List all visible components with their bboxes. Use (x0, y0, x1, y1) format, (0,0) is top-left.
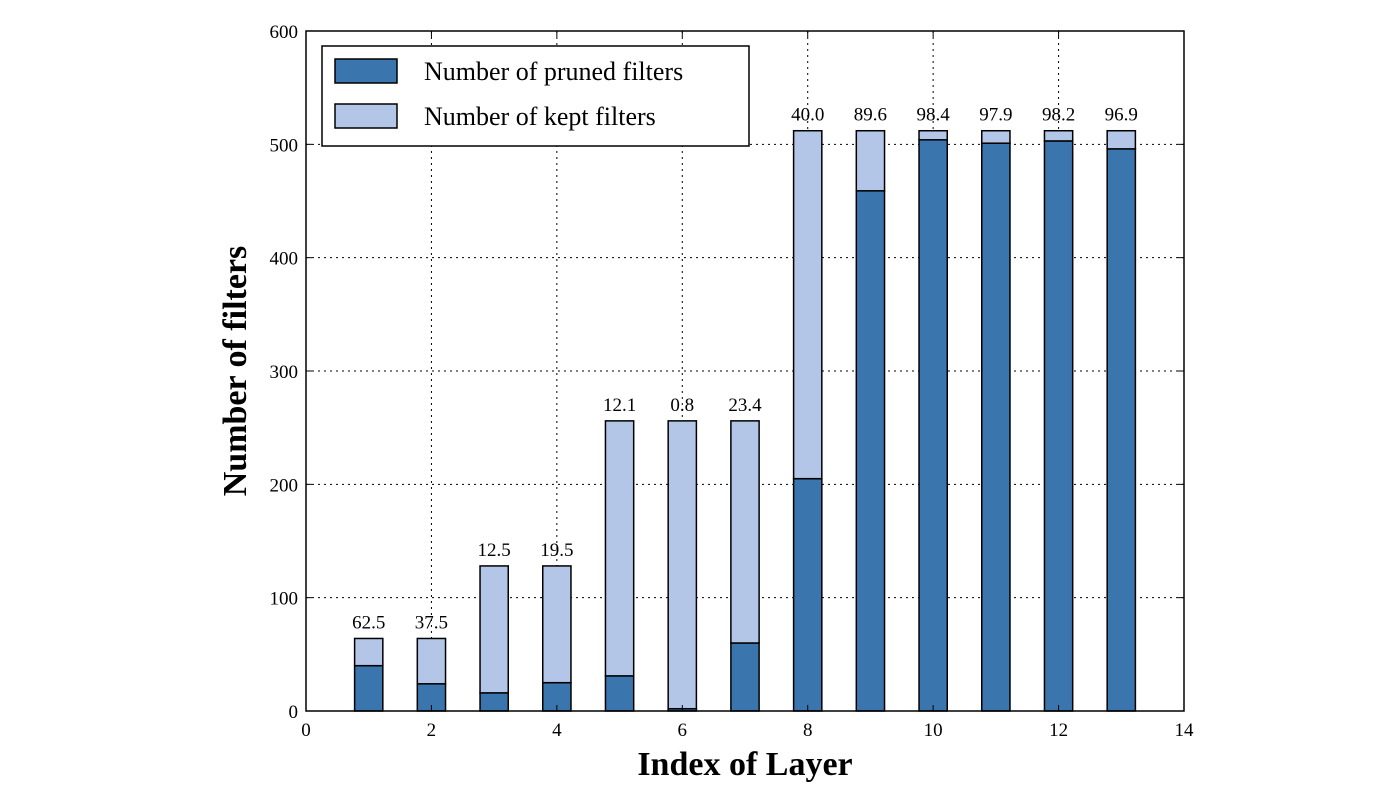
legend-swatch (334, 103, 398, 129)
bar-kept (855, 129, 886, 192)
y-tick-label: 0 (289, 702, 299, 723)
bar-data-label: 96.9 (1105, 105, 1138, 126)
bar-data-label: 40.0 (791, 105, 824, 126)
x-tick-label: 14 (1175, 720, 1195, 741)
legend: Number of pruned filters Number of kept f… (321, 45, 750, 147)
bar-kept (1106, 129, 1137, 150)
y-axis-title: Number of filters (217, 246, 254, 497)
legend-entry-label: Number of pruned filters (424, 57, 683, 86)
axis-ticks: 0 2 4 6 8 10 12 14 0 100 200 300 400 500 600 (270, 22, 1195, 741)
y-tick-label: 500 (270, 135, 299, 156)
y-tick-label: 100 (270, 589, 299, 610)
bar-data-label: 98.2 (1042, 105, 1075, 126)
bar-data-label: 19.5 (540, 540, 573, 561)
bar-data-label: 89.6 (854, 105, 887, 126)
bar-data-label: 12.1 (603, 395, 636, 416)
y-tick-label: 600 (270, 22, 299, 43)
bar-pruned (730, 642, 760, 712)
x-tick-label: 6 (678, 720, 688, 741)
x-tick-label: 12 (1049, 720, 1068, 741)
bar-kept (541, 565, 572, 684)
bar-kept (667, 420, 698, 710)
bar-data-label: 98.4 (917, 105, 951, 126)
bar-data-label: 23.4 (728, 395, 762, 416)
bar-data-label: 12.5 (478, 540, 511, 561)
bar-kept (479, 565, 510, 694)
x-tick-label: 8 (803, 720, 813, 741)
bar-labels: 62.5 37.5 12.5 19.5 12.1 0.8 23.4 40.0 89.6 98.4 9… (352, 105, 1138, 634)
bar-data-label: 97.9 (979, 105, 1012, 126)
bar-kept (792, 129, 823, 480)
y-tick-label: 400 (270, 249, 299, 270)
x-tick-label: 0 (301, 720, 311, 741)
bar-pruned (353, 664, 384, 712)
bar-pruned (1106, 148, 1137, 712)
bar-data-label: 62.5 (352, 612, 385, 633)
x-tick-label: 10 (924, 720, 943, 741)
y-tick-label: 200 (270, 475, 299, 496)
bar-kept (980, 129, 1011, 144)
bar-kept (1043, 129, 1074, 142)
bar-kept (918, 129, 949, 141)
bars (353, 129, 1137, 712)
bar-pruned (1043, 140, 1074, 712)
bar-pruned (855, 190, 886, 712)
bar-pruned (918, 139, 949, 712)
bar-pruned (792, 477, 823, 712)
legend-swatch (334, 58, 398, 84)
bar-kept (604, 420, 635, 677)
bar-pruned (980, 142, 1011, 712)
x-axis-title: Index of Layer (637, 746, 852, 783)
bar-kept (416, 637, 447, 685)
x-tick-label: 4 (552, 720, 562, 741)
bar-data-label: 0.8 (670, 395, 694, 416)
bar-kept (353, 637, 384, 667)
bar-kept (730, 420, 760, 644)
legend-entry-label: Number of kept filters (424, 102, 656, 131)
bar-pruned (604, 675, 635, 712)
y-tick-label: 300 (270, 362, 299, 383)
bar-data-label: 37.5 (415, 612, 448, 633)
x-tick-label: 2 (427, 720, 437, 741)
bar-pruned (479, 692, 510, 712)
